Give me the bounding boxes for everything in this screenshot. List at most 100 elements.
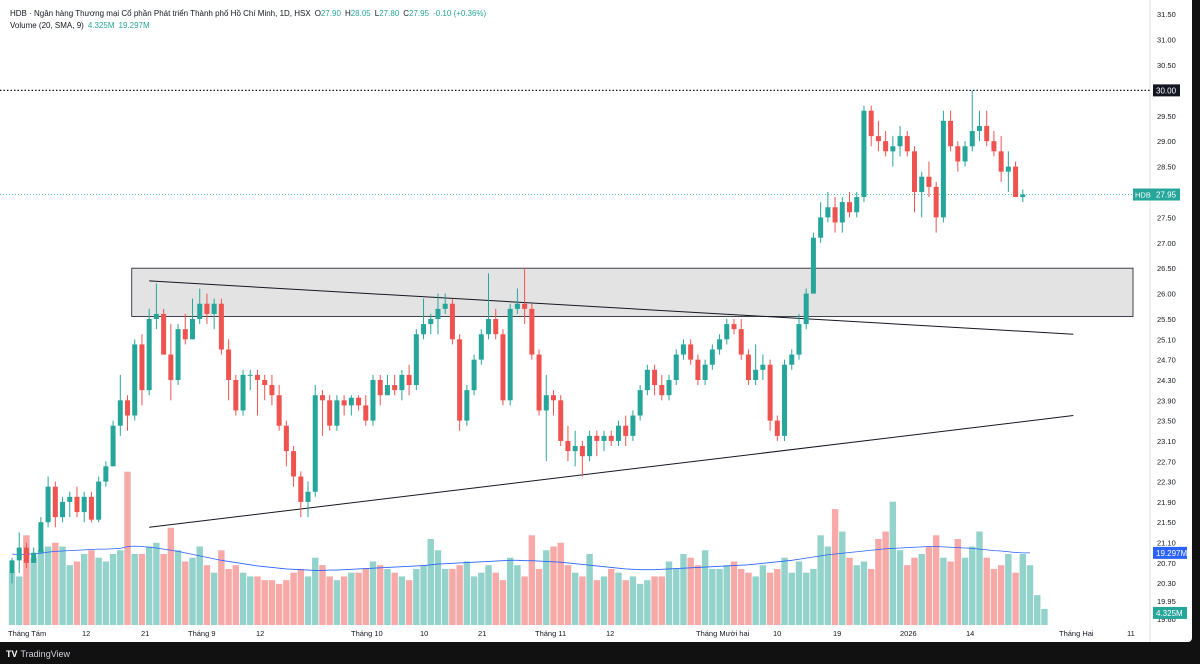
volume-bar [608,568,615,625]
volume-ma-label-bg [1153,546,1187,559]
volume-bar [478,572,485,625]
candle-body [818,217,824,238]
volume-bar [59,546,66,625]
volume-last-label: 4.325M [1156,609,1183,618]
candle-body [847,202,853,213]
volume-bar [853,565,860,625]
volume-bar [160,553,167,625]
price-chart[interactable]: 31.50 31.00 30.50 29.50 29.00 28.50 27.50 27.00… [0,0,1192,642]
volume-bar [210,572,218,625]
candle-body [139,344,145,391]
candle-body [883,141,889,152]
candle-body [356,397,362,406]
last-price-label: 27.95 [1156,191,1177,200]
candle-body [984,125,990,142]
volume-bar [759,565,767,625]
high-label: H [344,9,351,18]
candle-body [875,136,881,142]
candle-body [803,293,809,325]
volume-value: 4.325M [87,21,115,30]
volume-bar [485,565,492,625]
volume-bar [463,561,471,625]
candle-body [572,446,578,452]
candle-body [110,425,116,467]
price-tick-label: 21.10 [1157,539,1176,548]
candle-body [839,202,845,223]
time-axis-label: Tháng Hai [1059,629,1094,638]
volume-bar [802,572,810,625]
price-tick-label: 21.90 [1157,498,1176,507]
time-axis-label: 10 [773,629,781,638]
tradingview-logo[interactable]: TV TradingView [6,649,70,659]
candle-body [218,303,224,350]
volume-bar [1034,595,1041,625]
candle-body [615,425,621,441]
volume-ma-label: 19.297M [1156,549,1187,558]
candle-body [254,374,260,380]
candle-body [9,560,15,574]
volume-bar [369,561,377,625]
volume-bar [131,553,138,625]
last-symbol-label: HDB [1135,191,1151,200]
candle-body [854,197,860,213]
candle-body [153,313,159,319]
volume-bar [340,576,348,625]
candle-body [319,395,325,401]
candle-body [341,400,347,406]
volume-bar [738,568,745,625]
volume-last-label-bg [1153,606,1187,619]
candle-body [204,303,210,314]
price-tick-label: 25.50 [1157,315,1176,324]
volume-bar [391,572,398,625]
volume-bar [665,561,673,625]
candle-body [868,110,874,137]
volume-bar [557,542,564,625]
volume-bar [997,565,1005,625]
candle-body [1005,166,1011,172]
change-value: -0.10 (+0.36%) [433,9,487,18]
volume-bar [203,565,211,625]
close-value: 27.95 [409,9,430,18]
volume-bar [405,580,413,625]
candle-body [117,400,123,426]
price-tick-label: 22.30 [1157,478,1176,487]
candle-body [623,425,629,436]
volume-bar [521,576,528,625]
volume-bar [297,568,305,625]
volume-bar [283,580,290,625]
volume-bar [1026,565,1034,625]
candle-body [399,374,405,391]
last-symbol-label-bg [1133,188,1154,201]
volume-bar [579,576,586,625]
volume-bar [658,576,666,625]
candle-body [998,151,1004,172]
candle-body [16,547,22,561]
candle-body [305,491,311,502]
candle-body [565,440,571,452]
volume-bar [600,576,608,625]
volume-bar [969,546,976,625]
low-value: 27.80 [379,9,400,18]
candle-body [67,496,73,502]
candle-body [955,146,961,162]
volume-bar [875,539,882,625]
candle-body [146,319,152,391]
candle-body [796,324,802,355]
price-tick-label: 19.95 [1157,597,1176,606]
volume-bar [882,531,889,625]
volume-bar [954,539,962,625]
volume-sma-line [11,545,1031,571]
candle-body [680,344,686,355]
last-price-label-bg [1153,188,1180,201]
candle-body [298,476,304,502]
volume-bar [766,572,774,625]
candle-body [789,354,795,365]
candle-body [478,334,484,360]
candle-body [558,400,564,441]
volume-bar [499,580,507,625]
price-tick-label: 19.60 [1157,615,1176,624]
volume-bar [629,576,637,625]
price-tick-label: 27.00 [1157,239,1176,248]
volume-bar [889,501,897,625]
